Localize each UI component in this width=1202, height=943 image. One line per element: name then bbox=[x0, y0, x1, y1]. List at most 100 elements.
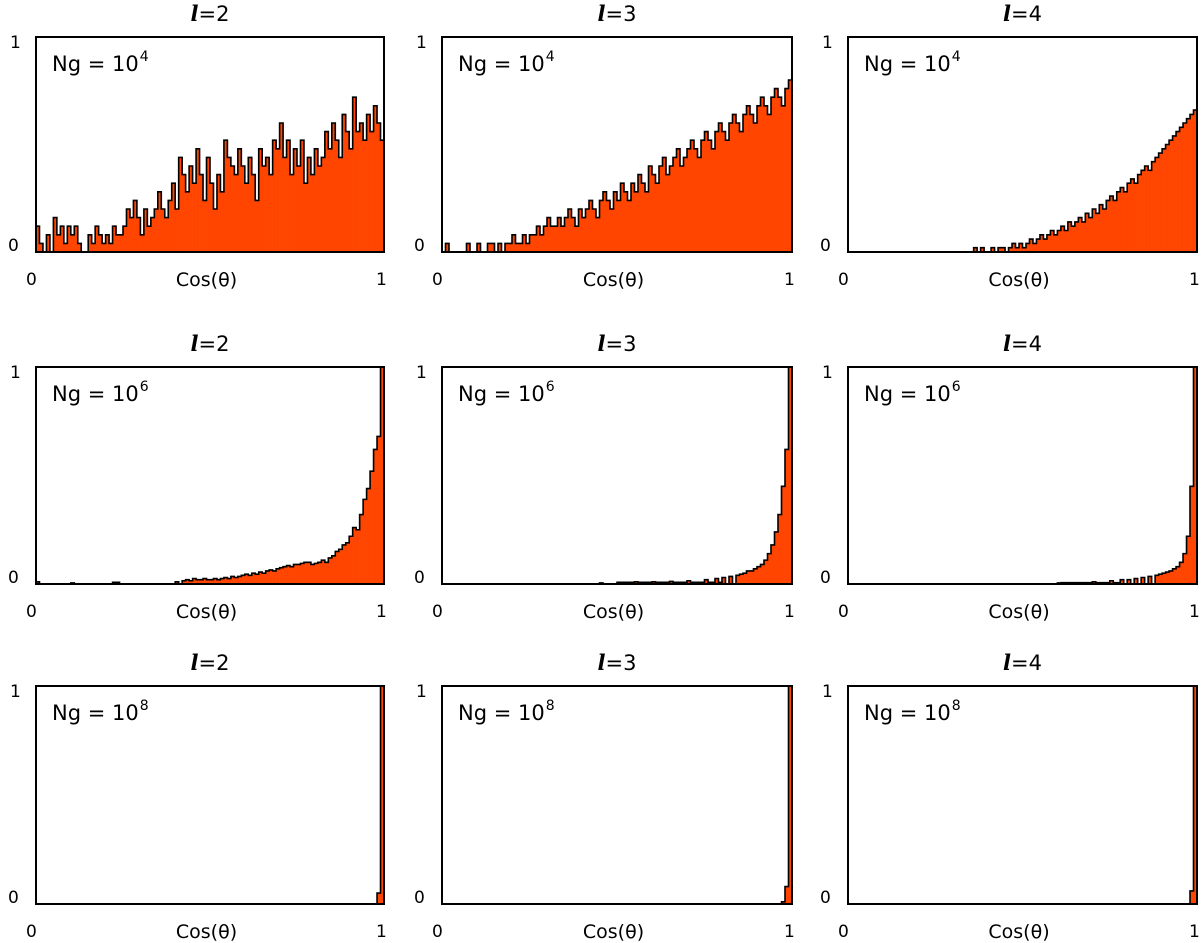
histogram-bar bbox=[708, 140, 712, 252]
histogram-outline bbox=[35, 96, 385, 253]
x-axis-label: Cos(θ) bbox=[175, 269, 238, 291]
histogram-bar bbox=[638, 174, 642, 252]
histogram-bar bbox=[634, 581, 639, 584]
histogram-bar bbox=[1162, 573, 1166, 584]
ng-annotation-exponent: 4 bbox=[951, 49, 961, 65]
histogram-bar bbox=[324, 131, 329, 252]
x-tick-right: 1 bbox=[784, 270, 795, 290]
histogram-bar bbox=[732, 114, 737, 253]
y-tick-top: 1 bbox=[822, 363, 833, 383]
histogram-bar bbox=[1183, 123, 1187, 252]
x-tick-left: 0 bbox=[432, 602, 443, 622]
histogram-bar bbox=[328, 148, 333, 252]
histogram-bar bbox=[95, 226, 99, 252]
histogram-bar bbox=[88, 234, 92, 252]
x-tick-left: 0 bbox=[838, 602, 849, 622]
histogram-bar bbox=[126, 209, 131, 252]
x-axis-label: Cos(θ) bbox=[582, 921, 645, 943]
panel-title: l=4 bbox=[1003, 650, 1042, 675]
ng-annotation-base: Ng = 10 bbox=[864, 52, 951, 76]
histogram-bar bbox=[373, 105, 378, 252]
x-axis-label: Cos(θ) bbox=[582, 269, 645, 291]
histogram-bar bbox=[515, 243, 520, 252]
ng-annotation-base: Ng = 10 bbox=[864, 382, 951, 406]
histogram-bar bbox=[771, 544, 775, 584]
histogram-bar bbox=[363, 140, 367, 252]
histogram-bar bbox=[255, 200, 260, 252]
histogram-bar bbox=[736, 575, 740, 584]
histogram-bar bbox=[774, 88, 779, 252]
histogram-bar bbox=[788, 367, 793, 584]
histogram-bar bbox=[757, 105, 761, 252]
histogram-bar bbox=[1193, 686, 1198, 904]
ng-annotation-base: Ng = 10 bbox=[458, 52, 545, 76]
histogram-bar bbox=[704, 579, 709, 584]
histogram-bar bbox=[116, 234, 120, 252]
histogram-bar bbox=[1001, 247, 1006, 252]
histogram-bar bbox=[112, 226, 117, 252]
histogram-bar bbox=[1019, 243, 1023, 252]
histogram-bar bbox=[192, 183, 197, 252]
histogram-bar bbox=[269, 569, 273, 584]
histogram-bar bbox=[1032, 243, 1037, 252]
histogram-bar bbox=[641, 183, 646, 252]
histogram-bar bbox=[687, 148, 691, 252]
histogram-bar bbox=[1071, 226, 1076, 252]
histogram-bar bbox=[248, 157, 253, 252]
x-axis-label: Cos(θ) bbox=[175, 601, 238, 623]
histogram-bar bbox=[645, 191, 649, 252]
histogram-bar bbox=[519, 243, 523, 252]
y-tick-bottom: 0 bbox=[820, 888, 831, 908]
histogram-bar bbox=[210, 183, 214, 252]
histogram-bar bbox=[536, 226, 541, 252]
histogram-bar bbox=[36, 581, 40, 584]
histogram-bar bbox=[1162, 148, 1166, 252]
panel-title: l=4 bbox=[1003, 331, 1042, 356]
title-value: =2 bbox=[198, 2, 230, 26]
histogram-bar bbox=[230, 576, 235, 584]
ng-annotation-base: Ng = 10 bbox=[458, 701, 545, 725]
histogram-bar bbox=[1109, 196, 1114, 252]
histogram-bar bbox=[196, 148, 200, 252]
histogram-bar bbox=[1151, 161, 1156, 252]
histogram-bar bbox=[764, 560, 768, 584]
histogram-bar bbox=[1141, 577, 1145, 584]
histogram-bar bbox=[220, 191, 225, 252]
histogram-bar bbox=[610, 209, 614, 252]
ng-annotation-base: Ng = 10 bbox=[458, 382, 545, 406]
histogram-bar bbox=[757, 566, 761, 584]
histogram-bar bbox=[505, 243, 509, 252]
histogram-bar bbox=[74, 226, 79, 252]
histogram-bar bbox=[725, 140, 730, 252]
histogram-bar bbox=[168, 200, 173, 252]
histogram-bar bbox=[715, 578, 719, 584]
histogram-bar bbox=[46, 234, 51, 252]
y-tick-bottom: 0 bbox=[8, 888, 19, 908]
ng-annotation: Ng = 104 bbox=[52, 49, 149, 76]
histogram-bar bbox=[150, 217, 155, 252]
histogram-bar bbox=[109, 243, 113, 252]
histogram-bar bbox=[655, 183, 660, 252]
histogram-bar bbox=[182, 580, 186, 584]
histogram-outline bbox=[442, 79, 793, 253]
histogram-bar bbox=[596, 217, 600, 252]
histogram-bar bbox=[140, 234, 145, 252]
histogram-bar bbox=[210, 579, 214, 584]
ng-annotation: Ng = 108 bbox=[458, 698, 555, 725]
histogram-bar bbox=[1127, 183, 1131, 252]
histogram-bar bbox=[547, 217, 551, 252]
histogram-bar bbox=[356, 131, 360, 252]
histogram-bar bbox=[1029, 239, 1034, 252]
histogram-bar bbox=[676, 148, 681, 252]
histogram-bar bbox=[1116, 191, 1121, 252]
histogram-bar bbox=[199, 174, 204, 252]
histogram-bar bbox=[1095, 213, 1100, 252]
histogram-bar bbox=[1088, 217, 1093, 252]
histogram-bar bbox=[380, 367, 385, 584]
x-tick-right: 1 bbox=[376, 602, 387, 622]
ng-annotation-base: Ng = 10 bbox=[864, 701, 951, 725]
histogram-bar bbox=[683, 157, 688, 252]
histogram-bar bbox=[203, 578, 207, 584]
histogram-bar bbox=[554, 226, 558, 252]
histogram-bar bbox=[338, 549, 343, 584]
